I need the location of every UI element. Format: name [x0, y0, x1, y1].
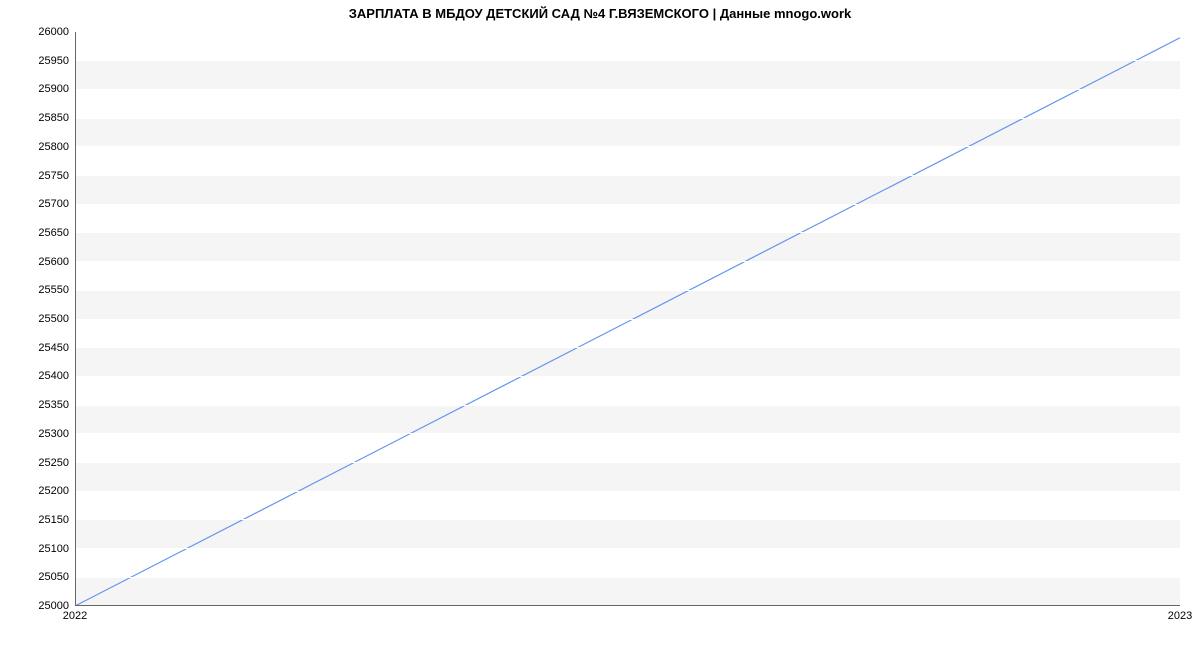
grid-line	[75, 491, 1180, 492]
y-tick-label: 25200	[38, 485, 69, 497]
grid-line	[75, 548, 1180, 549]
grid-line	[75, 60, 1180, 61]
grid-line	[75, 261, 1180, 262]
plot-area: 2500025050251002515025200252502530025350…	[75, 32, 1180, 606]
y-tick-label: 25100	[38, 543, 69, 555]
y-tick-label: 25050	[38, 571, 69, 583]
y-tick-label: 25900	[38, 83, 69, 95]
grid-line	[75, 577, 1180, 578]
grid-line	[75, 405, 1180, 406]
salary-line-chart: ЗАРПЛАТА В МБДОУ ДЕТСКИЙ САД №4 Г.ВЯЗЕМС…	[0, 0, 1200, 650]
y-tick-label: 25600	[38, 256, 69, 268]
y-tick-label: 25400	[38, 370, 69, 382]
y-tick-label: 25750	[38, 170, 69, 182]
y-tick-label: 25650	[38, 227, 69, 239]
y-tick-label: 25250	[38, 457, 69, 469]
y-tick-label: 25800	[38, 141, 69, 153]
y-tick-label: 25300	[38, 428, 69, 440]
grid-line	[75, 89, 1180, 90]
grid-line	[75, 118, 1180, 119]
grid-line	[75, 146, 1180, 147]
y-tick-label: 25350	[38, 399, 69, 411]
y-tick-label: 25700	[38, 198, 69, 210]
y-tick-label: 26000	[38, 26, 69, 38]
grid-line	[75, 204, 1180, 205]
x-tick-label: 2022	[63, 610, 87, 622]
x-axis-line	[75, 605, 1180, 606]
grid-line	[75, 376, 1180, 377]
series-line-salary	[75, 38, 1180, 606]
y-axis-line	[75, 32, 76, 606]
grid-line	[75, 232, 1180, 233]
x-tick-label: 2023	[1168, 610, 1192, 622]
grid-line	[75, 319, 1180, 320]
grid-line	[75, 175, 1180, 176]
grid-line	[75, 32, 1180, 33]
grid-line	[75, 347, 1180, 348]
chart-title: ЗАРПЛАТА В МБДОУ ДЕТСКИЙ САД №4 Г.ВЯЗЕМС…	[0, 6, 1200, 21]
grid-line	[75, 290, 1180, 291]
y-tick-label: 25550	[38, 284, 69, 296]
y-tick-label: 25500	[38, 313, 69, 325]
y-tick-label: 25450	[38, 342, 69, 354]
grid-line	[75, 462, 1180, 463]
y-tick-label: 25150	[38, 514, 69, 526]
y-tick-label: 25950	[38, 55, 69, 67]
y-tick-label: 25850	[38, 112, 69, 124]
grid-line	[75, 433, 1180, 434]
grid-line	[75, 519, 1180, 520]
